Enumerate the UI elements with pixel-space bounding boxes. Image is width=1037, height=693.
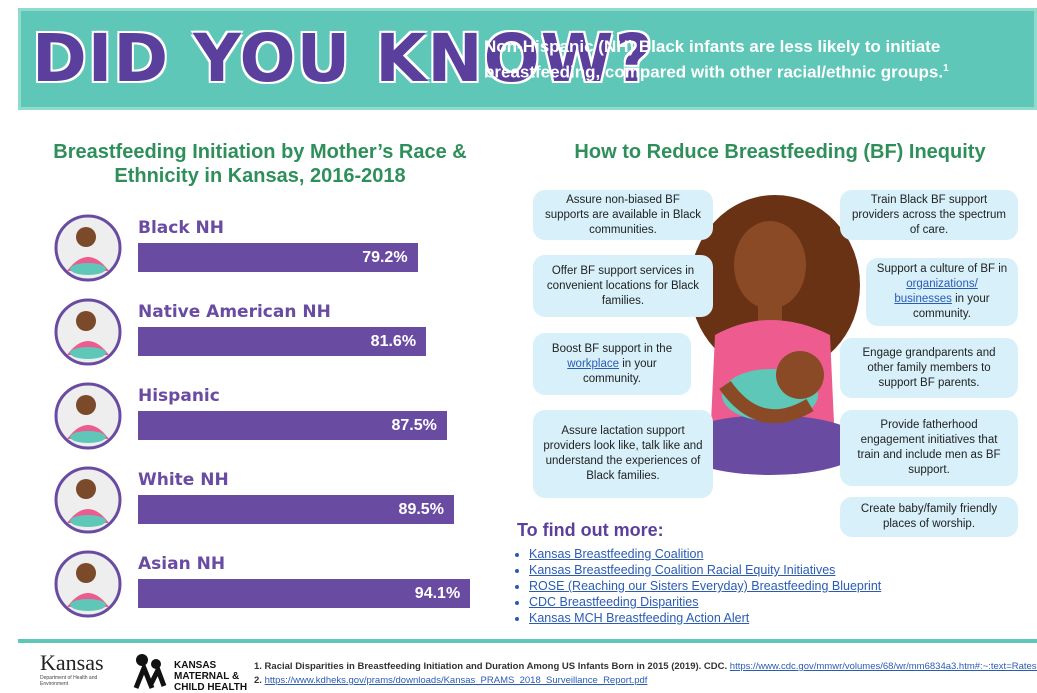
reference-text: 1. Racial Disparities in Breastfeeding I… [254, 661, 727, 672]
logo-kansas-sub: Department of Health and Environment [40, 675, 110, 687]
find-out-more-list: Kansas Breastfeeding Coalition Kansas Bre… [517, 546, 881, 626]
strategy-text-part: Boost BF support in the [552, 343, 672, 355]
reference-text: 2. [254, 675, 262, 686]
footnote-mark: 1 [943, 63, 949, 74]
link-item: Kansas Breastfeeding Coalition [529, 546, 881, 562]
bar: 89.5% [138, 495, 454, 524]
strategy-box: Offer BF support services in convenient … [533, 255, 713, 317]
page: DID YOU KNOW? Non-Hispanic (NH) Black in… [0, 0, 1037, 692]
reference-link[interactable]: https://www.cdc.gov/mmwr/volumes/68/wr/m… [730, 661, 1037, 672]
avatar [53, 213, 123, 283]
strategy-box: Train Black BF support providers across … [840, 190, 1018, 240]
bar: 94.1% [138, 579, 470, 608]
link-item: CDC Breastfeeding Disparities [529, 594, 881, 610]
avatar [53, 381, 123, 451]
logo-mch-line: KANSAS [174, 660, 247, 671]
strategy-box: Create baby/family friendly places of wo… [840, 497, 1018, 537]
value-label: 94.1% [415, 585, 460, 603]
reference-link[interactable]: https://www.kdheks.gov/prams/downloads/K… [265, 675, 648, 686]
category-label: Asian NH [138, 554, 225, 574]
strategy-text: Train Black BF support providers across … [850, 193, 1008, 238]
strategy-box: Support a culture of BF in organizations… [866, 258, 1018, 326]
category-label: Native American NH [138, 302, 331, 322]
category-label: Hispanic [138, 386, 220, 406]
link-item: Kansas Breastfeeding Coalition Racial Eq… [529, 562, 881, 578]
footer-line [18, 639, 1037, 643]
chart-title: Breastfeeding Initiation by Mother’s Rac… [40, 140, 480, 188]
strategy-box: Provide fatherhood engagement initiative… [840, 410, 1018, 486]
resource-link[interactable]: Kansas Breastfeeding Coalition Racial Eq… [529, 563, 835, 577]
link-item: Kansas MCH Breastfeeding Action Alert [529, 610, 881, 626]
bar: 87.5% [138, 411, 447, 440]
resource-link[interactable]: CDC Breastfeeding Disparities [529, 595, 699, 609]
strategy-text: Create baby/family friendly places of wo… [850, 502, 1008, 532]
logo-mch-icon [130, 650, 170, 690]
avatar [53, 465, 123, 535]
strategy-text: Engage grandparents and other family mem… [850, 346, 1008, 391]
strategy-box: Boost BF support in the workplace in you… [533, 333, 691, 395]
bar: 79.2% [138, 243, 418, 272]
strategy-text: Provide fatherhood engagement initiative… [850, 418, 1008, 478]
logo-mch-line: MATERNAL & [174, 671, 247, 682]
strategies-title: How to Reduce Breastfeeding (BF) Inequit… [540, 140, 1020, 164]
header-text-body: Non-Hispanic (NH) Black infants are less… [484, 37, 943, 82]
bar: 81.6% [138, 327, 426, 356]
resource-link[interactable]: Kansas MCH Breastfeeding Action Alert [529, 611, 749, 625]
find-out-more-title: To find out more: [517, 520, 664, 541]
logo-kansas: Kansas [40, 650, 104, 676]
strategy-box: Assure lactation support providers look … [533, 410, 713, 498]
logo-mch-line: CHILD HEALTH [174, 682, 247, 693]
link-item: ROSE (Reaching our Sisters Everyday) Bre… [529, 578, 881, 594]
strategy-text: Boost BF support in the workplace in you… [543, 342, 681, 387]
references: 1. Racial Disparities in Breastfeeding I… [254, 660, 1037, 688]
header-text: Non-Hispanic (NH) Black infants are less… [484, 36, 1024, 84]
strategy-text: Offer BF support services in convenient … [543, 264, 703, 309]
value-label: 87.5% [392, 417, 437, 435]
strategy-box: Engage grandparents and other family mem… [840, 338, 1018, 398]
strategy-link[interactable]: workplace [567, 358, 619, 370]
strategy-text: Assure lactation support providers look … [543, 424, 703, 484]
resource-link[interactable]: ROSE (Reaching our Sisters Everyday) Bre… [529, 579, 881, 593]
strategy-text: Assure non-biased BF supports are availa… [543, 193, 703, 238]
value-label: 89.5% [399, 501, 444, 519]
resource-link[interactable]: Kansas Breastfeeding Coalition [529, 547, 703, 561]
strategy-text-part: Support a culture of BF in [877, 263, 1007, 275]
value-label: 79.2% [362, 249, 407, 267]
avatar [53, 549, 123, 619]
avatar [53, 297, 123, 367]
category-label: Black NH [138, 218, 224, 238]
strategy-text: Support a culture of BF in organizations… [876, 262, 1008, 322]
strategy-box: Assure non-biased BF supports are availa… [533, 190, 713, 240]
category-label: White NH [138, 470, 229, 490]
value-label: 81.6% [371, 333, 416, 351]
